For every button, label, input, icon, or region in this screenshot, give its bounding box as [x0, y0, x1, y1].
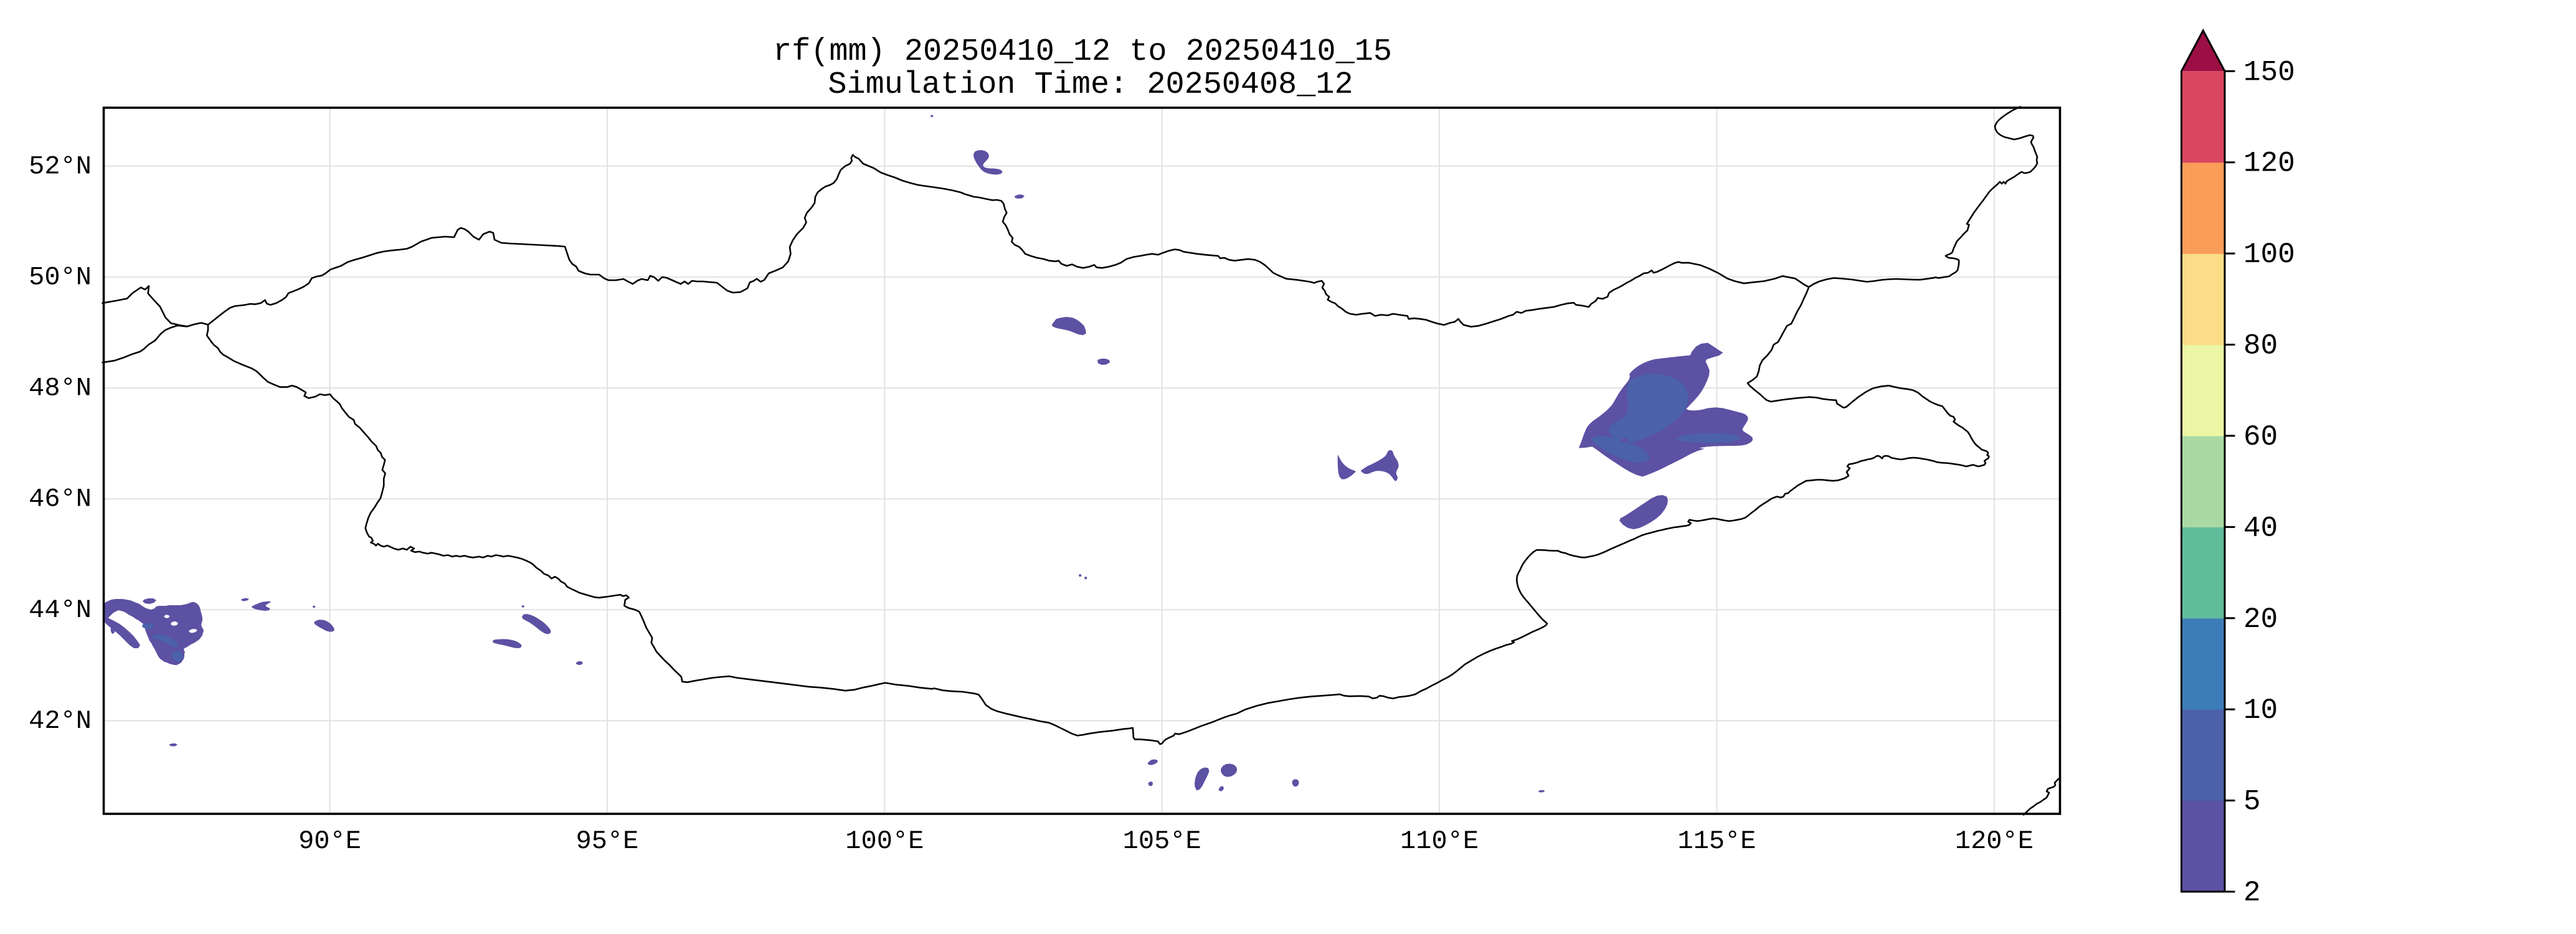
- svg-text:52°N: 52°N: [29, 151, 92, 181]
- svg-text:105°E: 105°E: [1123, 826, 1201, 856]
- svg-text:120: 120: [2243, 148, 2295, 180]
- svg-text:48°N: 48°N: [29, 374, 92, 403]
- svg-text:2: 2: [2243, 877, 2261, 909]
- svg-text:44°N: 44°N: [29, 595, 92, 625]
- svg-text:60: 60: [2243, 421, 2278, 453]
- svg-text:46°N: 46°N: [29, 484, 92, 514]
- svg-text:100: 100: [2243, 238, 2295, 271]
- svg-text:95°E: 95°E: [575, 826, 638, 856]
- svg-text:120°E: 120°E: [1955, 826, 2034, 856]
- svg-text:80: 80: [2243, 330, 2278, 362]
- svg-text:5: 5: [2243, 786, 2261, 818]
- svg-text:Simulation Time: 20250408_12: Simulation Time: 20250408_12: [828, 67, 1353, 103]
- svg-text:10: 10: [2243, 694, 2278, 727]
- svg-text:150: 150: [2243, 56, 2295, 88]
- svg-text:40: 40: [2243, 512, 2278, 544]
- svg-text:20: 20: [2243, 603, 2278, 636]
- svg-text:115°E: 115°E: [1677, 826, 1756, 856]
- svg-text:42°N: 42°N: [29, 706, 92, 736]
- svg-text:100°E: 100°E: [845, 826, 924, 856]
- svg-text:rf(mm) 20250410_12 to 20250410: rf(mm) 20250410_12 to 20250410_15: [773, 34, 1392, 70]
- svg-text:50°N: 50°N: [29, 262, 92, 292]
- svg-text:110°E: 110°E: [1400, 826, 1479, 856]
- svg-text:90°E: 90°E: [298, 826, 361, 856]
